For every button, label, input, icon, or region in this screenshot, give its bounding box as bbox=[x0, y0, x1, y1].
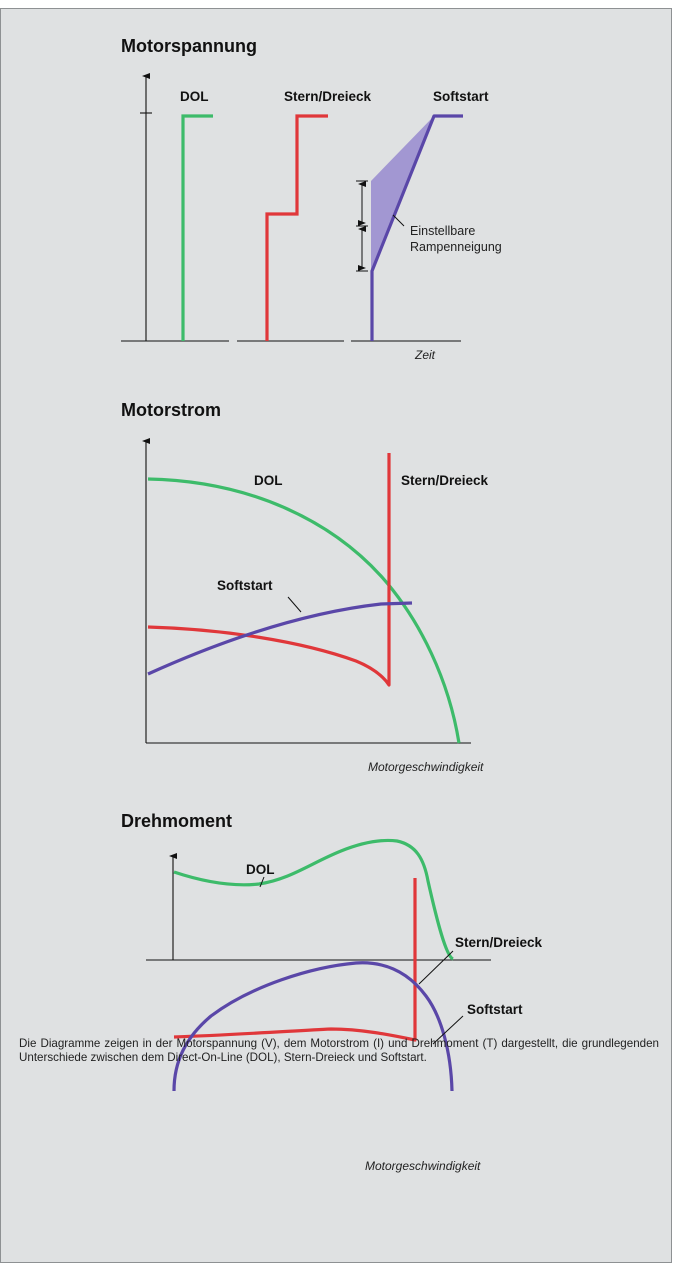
voltage-star-delta-curve bbox=[265, 114, 328, 341]
ramp-note-leader bbox=[392, 214, 405, 227]
voltage-diagram: Motorspannung DOL Stern/Dreieck Softstar… bbox=[121, 36, 502, 362]
ramp-note-line1: Einstellbare bbox=[410, 224, 475, 238]
current-softstart-curve bbox=[147, 601, 413, 676]
torque-softstart-curve bbox=[172, 961, 454, 1092]
torque-star-delta-curve bbox=[173, 878, 417, 1042]
torque-star-delta-leader bbox=[418, 950, 454, 985]
figure-caption: Die Diagramme zeigen in der Motorspannun… bbox=[19, 1037, 659, 1064]
current-star-delta-curve bbox=[147, 453, 391, 687]
figure-panel: Motorspannung DOL Stern/Dreieck Softstar… bbox=[0, 8, 672, 1263]
torque-dol-label: DOL bbox=[246, 862, 275, 877]
torque-diagram: Drehmoment DOL Stern/Dreieck Softstart bbox=[121, 811, 543, 1092]
torque-star-delta-label: Stern/Dreieck bbox=[455, 935, 543, 950]
current-dol-curve bbox=[147, 477, 461, 744]
voltage-title: Motorspannung bbox=[121, 36, 257, 56]
current-dol-label: DOL bbox=[254, 473, 283, 488]
voltage-dol-curve bbox=[181, 114, 213, 341]
voltage-star-delta-label: Stern/Dreieck bbox=[284, 89, 372, 104]
torque-title: Drehmoment bbox=[121, 811, 232, 831]
torque-x-axis-label: Motorgeschwindigkeit bbox=[365, 1159, 481, 1173]
current-star-delta-label: Stern/Dreieck bbox=[401, 473, 489, 488]
torque-softstart-label: Softstart bbox=[467, 1002, 523, 1017]
voltage-dol-label: DOL bbox=[180, 89, 209, 104]
voltage-x-axis-label: Zeit bbox=[414, 348, 436, 362]
current-diagram: Motorstrom DOL Stern/Dreieck Softstart M… bbox=[121, 400, 489, 774]
current-title: Motorstrom bbox=[121, 400, 221, 420]
torque-softstart-leader bbox=[432, 1015, 464, 1045]
ramp-note-line2: Rampenneigung bbox=[410, 240, 502, 254]
torque-dol-leader bbox=[259, 876, 265, 888]
current-softstart-leader bbox=[287, 596, 302, 613]
voltage-softstart-label: Softstart bbox=[433, 89, 489, 104]
current-softstart-label: Softstart bbox=[217, 578, 273, 593]
voltage-softstart-curve bbox=[370, 114, 463, 341]
current-x-axis-label: Motorgeschwindigkeit bbox=[368, 760, 484, 774]
torque-dol-curve bbox=[173, 838, 455, 961]
ramp-range-bracket bbox=[356, 180, 368, 272]
diagram-canvas: Motorspannung DOL Stern/Dreieck Softstar… bbox=[121, 36, 543, 1092]
